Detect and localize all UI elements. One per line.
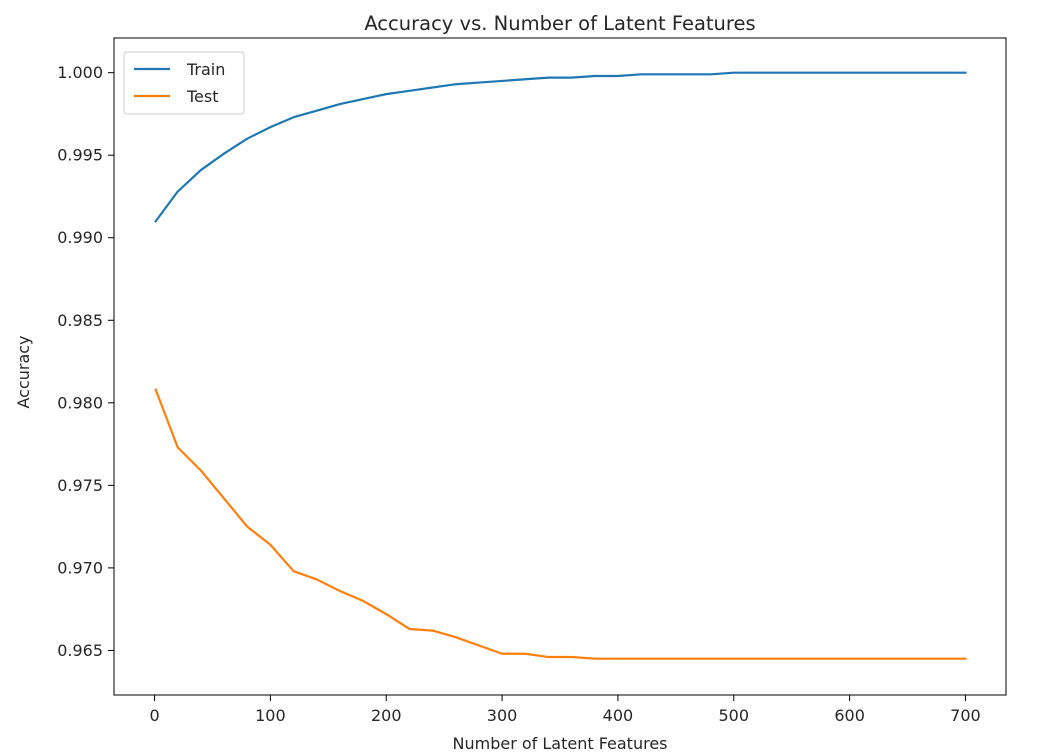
legend: Train Test <box>123 51 245 115</box>
y-tick-label: 0.970 <box>57 558 103 577</box>
plot-frame <box>113 37 1007 696</box>
chart-title: Accuracy vs. Number of Latent Features <box>364 12 755 35</box>
x-tick-label: 500 <box>718 706 749 725</box>
x-tick-label: 300 <box>487 706 518 725</box>
x-tick-label: 400 <box>603 706 634 725</box>
x-tick-label: 200 <box>371 706 402 725</box>
x-tick-label: 0 <box>149 706 159 725</box>
legend-test-label: Test <box>186 87 219 106</box>
y-axis-label: Accuracy <box>14 335 33 408</box>
series-line-train <box>154 71 967 223</box>
y-tick-label: 0.975 <box>57 476 103 495</box>
x-tick-label: 600 <box>834 706 865 725</box>
y-tick-label: 1.000 <box>57 63 103 82</box>
y-tick-label: 0.980 <box>57 393 103 412</box>
y-tick-label: 0.990 <box>57 228 103 247</box>
legend-train-label: Train <box>186 60 225 79</box>
series-line-test <box>154 388 967 660</box>
y-tick-label: 0.965 <box>57 641 103 660</box>
x-tick-label: 100 <box>255 706 286 725</box>
legend-box <box>123 51 245 115</box>
x-axis-label: Number of Latent Features <box>453 734 668 753</box>
y-tick-label: 0.985 <box>57 311 103 330</box>
y-tick-label: 0.995 <box>57 146 103 165</box>
x-tick-label: 700 <box>950 706 981 725</box>
